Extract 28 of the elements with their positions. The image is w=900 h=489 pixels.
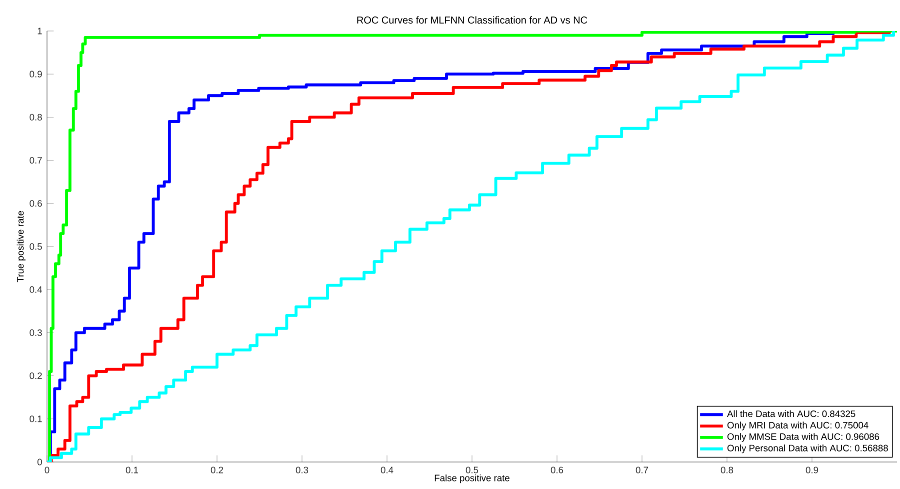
y-tick-label: 0 (37, 458, 42, 466)
x-tick-label: 0.7 (636, 466, 648, 474)
x-tick-label: 0.8 (720, 466, 734, 474)
y-axis-title: True positive rate (16, 211, 26, 282)
x-tick-label: 0.6 (550, 466, 564, 474)
y-tick-label: 0.1 (30, 416, 42, 422)
legend-label: All the Data with AUC: 0.84325 (727, 410, 856, 418)
y-tick-label: 0.2 (30, 372, 42, 380)
y-tick-label: 0.6 (30, 200, 42, 207)
y-tick-label: 0.9 (30, 70, 42, 78)
x-tick-label: 0.5 (466, 466, 478, 474)
y-tick-label: 0.3 (30, 329, 42, 336)
y-tick-label: 0.8 (30, 114, 42, 120)
legend-label: Only Personal Data with AUC: 0.56888 (727, 444, 888, 454)
x-tick-label: 0.9 (806, 466, 818, 474)
y-tick-label: 0.7 (30, 157, 42, 164)
y-tick-label: 1 (38, 28, 42, 34)
x-tick-label: 0.1 (126, 466, 138, 474)
x-axis-title: False positive rate (434, 474, 510, 484)
x-tick-label: 0.3 (296, 466, 308, 474)
legend-label: Only MRI Data with AUC: 0.75004 (727, 422, 868, 430)
x-tick-label: 0.2 (210, 466, 224, 474)
x-tick-label: 0.4 (380, 466, 394, 474)
chart-title: ROC Curves for MLFNN Classification for AD vs NC (357, 16, 588, 24)
x-tick-label: 0 (44, 466, 50, 474)
legend-label: Only MMSE Data with AUC: 0.96086 (727, 433, 880, 442)
y-tick-label: 0.5 (30, 243, 42, 250)
y-tick-label: 0.4 (30, 286, 42, 293)
